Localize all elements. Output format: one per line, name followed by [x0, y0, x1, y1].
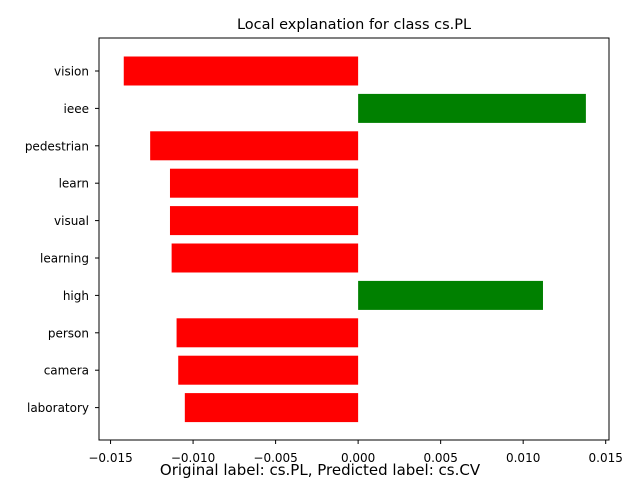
bar-visual: [169, 206, 359, 236]
bar-ieee: [358, 93, 586, 123]
y-tick-label-high: high: [63, 289, 89, 303]
y-tick-label-pedestrian: pedestrian: [25, 139, 89, 153]
y-tick-label-vision: vision: [54, 65, 89, 79]
bar-learn: [169, 168, 359, 198]
bars: [123, 56, 586, 423]
bar-vision: [123, 56, 359, 86]
bar-camera: [178, 355, 359, 385]
y-tick-label-learn: learn: [59, 177, 89, 191]
bar-person: [176, 318, 359, 348]
y-tick-label-laboratory: laboratory: [27, 401, 89, 415]
y-axis: vision ieee pedestrian learn visual learning h…: [25, 65, 99, 415]
bar-laboratory: [184, 393, 359, 423]
x-axis: −0.015 −0.010 −0.005 0.000 0.005 0.010 0.015: [88, 440, 623, 465]
chart-footer: Original label: cs.PL, Predicted label: …: [160, 461, 481, 479]
x-tick-label: −0.010: [171, 451, 215, 465]
x-tick-label: 0.005: [423, 451, 457, 465]
x-tick-label: −0.015: [88, 451, 132, 465]
chart-title: Local explanation for class cs.PL: [237, 17, 471, 33]
bar-pedestrian: [150, 131, 359, 161]
y-tick-label-camera: camera: [44, 364, 89, 378]
bar-high: [358, 280, 543, 310]
x-tick-label: 0.010: [506, 451, 540, 465]
y-tick-label-person: person: [48, 326, 89, 340]
x-tick-label: −0.005: [253, 451, 297, 465]
y-tick-label-ieee: ieee: [64, 102, 89, 116]
bar-learning: [171, 243, 359, 273]
x-tick-label: 0.015: [589, 451, 623, 465]
y-tick-label-visual: visual: [54, 214, 89, 228]
plot-frame: [98, 37, 610, 441]
x-tick-label: 0.000: [341, 451, 375, 465]
y-tick-label-learning: learning: [40, 252, 89, 266]
